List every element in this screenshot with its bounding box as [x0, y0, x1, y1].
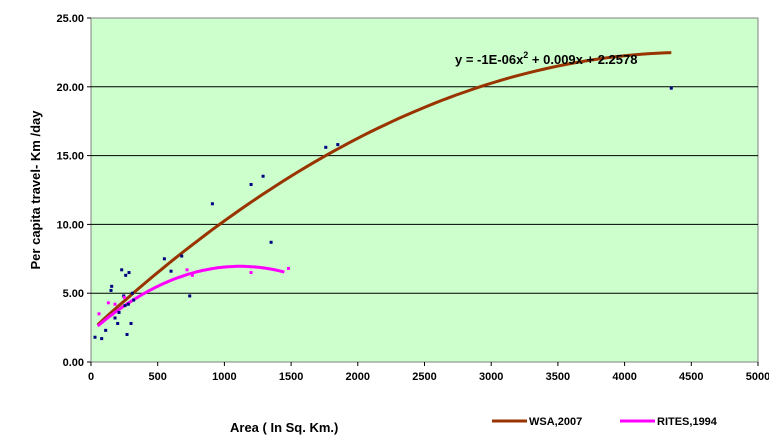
trendline-equation: y = -1E-06x2 + 0.009x + 2.2578 — [455, 50, 637, 67]
data-point-wsa — [669, 86, 673, 90]
y-tick-labels: 0.00 5.00 10.00 15.00 20.00 25.00 — [56, 13, 84, 369]
data-point-wsa — [324, 145, 328, 149]
x-tick-label: 1000 — [212, 371, 236, 383]
equation-superscript: 2 — [523, 50, 528, 60]
data-point-wsa — [109, 288, 113, 292]
data-point-rites — [185, 268, 189, 272]
x-tick-label: 1500 — [279, 371, 303, 383]
data-point-wsa — [100, 337, 104, 341]
x-tick-label: 2500 — [412, 371, 436, 383]
data-point-wsa — [269, 240, 273, 244]
data-point-wsa — [188, 294, 192, 298]
data-point-rites — [106, 301, 110, 305]
legend-label-wsa: WSA,2007 — [529, 416, 582, 428]
data-point-wsa — [336, 143, 340, 147]
x-tick-labels: 0 500 1000 1500 2000 2500 3000 3500 4000 4500 5000 — [88, 371, 769, 383]
data-point-wsa — [113, 316, 117, 320]
x-tick-label: 3500 — [546, 371, 570, 383]
y-tick-label: 20.00 — [56, 82, 84, 94]
data-point-wsa — [117, 310, 121, 314]
trendline-wsa-2007 — [96, 51, 672, 326]
x-tick-label: 500 — [149, 371, 167, 383]
gridlines — [87, 17, 759, 366]
data-point-wsa — [120, 268, 124, 272]
data-point-wsa — [124, 273, 128, 277]
data-point-wsa — [104, 328, 108, 332]
data-point-wsa — [130, 291, 134, 295]
x-tick-label: 4500 — [679, 371, 703, 383]
y-tick-label: 15.00 — [56, 151, 84, 163]
x-tick-label: 2000 — [346, 371, 370, 383]
data-point-wsa — [110, 284, 114, 288]
data-point-wsa — [123, 304, 127, 308]
data-point-wsa — [129, 321, 133, 325]
legend-label-rites: RITES,1994 — [657, 416, 718, 428]
data-point-wsa — [261, 174, 265, 178]
data-point-wsa — [162, 257, 166, 261]
legend: WSA,2007 RITES,1994 — [492, 416, 718, 428]
data-point-rites — [286, 266, 290, 270]
data-point-wsa — [93, 335, 97, 339]
x-axis-title: Area ( In Sq. Km.) — [230, 420, 338, 435]
y-axis-title: Per capita travel- Km /day — [28, 110, 43, 270]
data-point-wsa — [169, 269, 173, 273]
data-point-wsa — [132, 298, 136, 302]
y-tick-label: 10.00 — [56, 219, 84, 231]
data-points — [93, 86, 673, 341]
data-point-rites — [249, 271, 253, 275]
y-tick-label: 25.00 — [56, 13, 84, 25]
data-point-rites — [190, 273, 194, 277]
data-point-rites — [122, 295, 126, 299]
x-tick-label: 4000 — [612, 371, 636, 383]
data-point-wsa — [125, 332, 129, 336]
x-tick-label: 5000 — [746, 371, 769, 383]
y-tick-label: 0.00 — [63, 357, 84, 369]
data-point-wsa — [180, 254, 184, 258]
x-tick-label: 0 — [88, 371, 94, 383]
data-point-wsa — [210, 202, 214, 206]
plot-area — [90, 17, 759, 363]
data-point-rites — [113, 302, 117, 306]
data-point-rites — [97, 312, 101, 316]
data-point-wsa — [127, 271, 131, 275]
data-point-wsa — [116, 321, 120, 325]
data-point-wsa — [249, 182, 253, 186]
y-tick-label: 5.00 — [63, 288, 84, 300]
data-point-wsa — [126, 302, 130, 306]
x-tick-label: 3000 — [479, 371, 503, 383]
